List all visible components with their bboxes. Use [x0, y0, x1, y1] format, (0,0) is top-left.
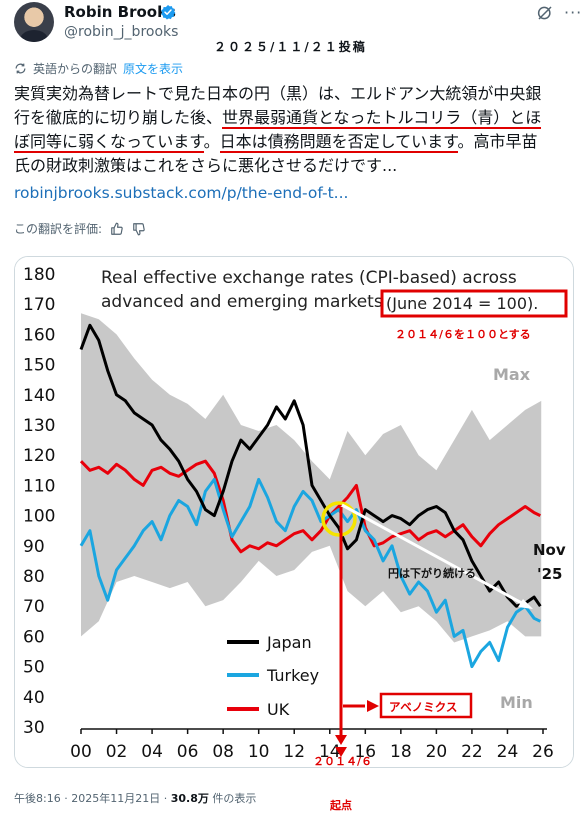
- yen-note: 円は下がり続ける: [388, 566, 476, 580]
- tweet-line-2-plain: 行を徹底的に切り崩した後、: [14, 108, 223, 127]
- x-tick-label: 00: [70, 742, 92, 762]
- tweet-line-4: 氏の財政刺激策はこれをさらに悪化させるだけです...: [14, 156, 398, 175]
- legend-label-japan: Japan: [266, 633, 312, 652]
- post-meta: 午後8:16 · 2025年11月21日 · 30.8万 件の表示: [14, 792, 257, 805]
- post-date[interactable]: 2025年11月21日: [71, 792, 161, 805]
- x-tick-label: 10: [248, 742, 270, 762]
- more-icon[interactable]: ···: [564, 3, 583, 22]
- verified-icon: [161, 5, 176, 20]
- y-tick-label: 120: [23, 446, 55, 466]
- x-tick-label: 16: [354, 742, 376, 762]
- y-tick-label: 100: [23, 507, 55, 527]
- x-tick-label: 02: [106, 742, 128, 762]
- substack-link[interactable]: robinjbrooks.substack.com/p/the-end-of-t…: [14, 184, 349, 202]
- tweet-line-2-underlined: 世界最弱通貨となったトルコリラ（青）とほ: [222, 108, 542, 129]
- x-tick-label: 04: [141, 742, 163, 762]
- chart-title-line2: advanced and emerging markets: [101, 292, 383, 312]
- translation-label: 英語からの翻訳: [33, 62, 118, 76]
- y-tick-label: 160: [23, 325, 55, 345]
- y-tick-label: 30: [23, 718, 45, 738]
- series-line-turkey: [79, 477, 541, 669]
- y-tick-label: 50: [23, 658, 45, 678]
- tweet-line-3-plain-b: 。高市早苗: [457, 132, 538, 151]
- x-tick-label: 12: [283, 742, 305, 762]
- yen-decline-arrow-head: [518, 599, 533, 609]
- post-date-note: ２０２５/１１/２１投稿: [214, 40, 367, 54]
- post-time: 午後8:16: [14, 792, 61, 805]
- tweet-line-3-underlined-a: ぼ同等に弱くなっています: [14, 132, 204, 153]
- x-tick-label: 08: [212, 742, 234, 762]
- views-count: 30.8万: [170, 792, 209, 805]
- y-tick-label: 110: [23, 476, 55, 496]
- tweet-line-3: ぼ同等に弱くなっています。日本は債務問題を否定しています。高市早苗: [14, 130, 580, 154]
- y-tick-label: 40: [23, 688, 45, 708]
- start-year-label: ２０１４/６: [313, 755, 372, 768]
- reer-chart: 30 40 50 60 70 80 90 100 110 120 130 140 150 160 170 18…: [15, 257, 573, 768]
- x-tick-label: 20: [426, 742, 448, 762]
- origin-arrow-down-2: [335, 735, 347, 745]
- y-tick-label: 60: [23, 627, 45, 647]
- x-tick-label: 06: [177, 742, 199, 762]
- x-tick-label: 24: [497, 742, 519, 762]
- rate-translation-row: この翻訳を評価:: [14, 220, 146, 237]
- tweet-line-3-underlined-b: 日本は債務問題を否定しています: [219, 132, 458, 153]
- author-handle[interactable]: @robin_j_brooks: [64, 24, 179, 40]
- title-highlight-box: [380, 289, 568, 318]
- y-tick-label: 80: [23, 567, 45, 587]
- legend-label-turkey: Turkey: [266, 666, 319, 685]
- rate-translation-label: この翻訳を評価:: [14, 222, 103, 236]
- y-tick-label: 170: [23, 295, 55, 315]
- abenomics-box: [379, 692, 473, 719]
- base-note: ２０１４/６を１００とする: [395, 328, 531, 341]
- start-label: 起点: [330, 799, 352, 812]
- thumbs-up-icon[interactable]: [110, 222, 124, 236]
- x-tick-label: 22: [461, 742, 483, 762]
- tweet-line-2: 行を徹底的に切り崩した後、世界最弱通貨となったトルコリラ（青）とほ: [14, 106, 580, 130]
- show-original-link[interactable]: 原文を表示: [123, 62, 184, 76]
- chart-image[interactable]: 30 40 50 60 70 80 90 100 110 120 130 140 150 160 170 18…: [14, 256, 574, 768]
- views-label: 件の表示: [212, 792, 257, 805]
- grok-icon[interactable]: [536, 4, 554, 22]
- end-label-line1: Nov: [533, 541, 566, 559]
- end-label-line2: '25: [537, 565, 562, 583]
- yen-decline-arrow-line: [341, 503, 530, 609]
- band-min-label: Min: [500, 693, 533, 712]
- x-tick-label: 18: [390, 742, 412, 762]
- y-tick-label: 130: [23, 416, 55, 436]
- tweet-text: 実質実効為替レートで見た日本の円（黒）は、エルドアン大統領が中央銀 行を徹底的に…: [14, 82, 580, 178]
- author-name[interactable]: Robin Brooks: [64, 3, 176, 21]
- chart-title-boxed: (June 2014 = 100).: [386, 294, 538, 313]
- series-line-japan: [79, 323, 542, 608]
- y-tick-label: 140: [23, 386, 55, 406]
- origin-arrow-down: [335, 747, 347, 757]
- translation-row: 英語からの翻訳 原文を表示: [14, 60, 183, 77]
- origin-highlight-circle: [321, 501, 357, 537]
- abenomics-arrow-head: [367, 700, 379, 712]
- x-tick-label: 26: [532, 742, 554, 762]
- y-tick-label: 180: [23, 265, 55, 285]
- translate-icon: [15, 63, 26, 74]
- avatar[interactable]: [14, 2, 54, 42]
- tweet-line-1: 実質実効為替レートで見た日本の円（黒）は、エルドアン大統領が中央銀: [14, 84, 542, 103]
- y-tick-label: 150: [23, 356, 55, 376]
- abenomics-label: アベノミクス: [389, 700, 457, 714]
- chart-title-line1: Real effective exchange rates (CPI-based…: [101, 268, 517, 288]
- thumbs-down-icon[interactable]: [132, 222, 146, 236]
- series-line-uk: [79, 459, 541, 554]
- tweet-line-3-plain-a: 。: [203, 132, 220, 151]
- band-max-label: Max: [493, 365, 531, 384]
- y-tick-label: 90: [23, 537, 45, 557]
- legend-label-uk: UK: [267, 700, 290, 719]
- y-tick-label: 70: [23, 597, 45, 617]
